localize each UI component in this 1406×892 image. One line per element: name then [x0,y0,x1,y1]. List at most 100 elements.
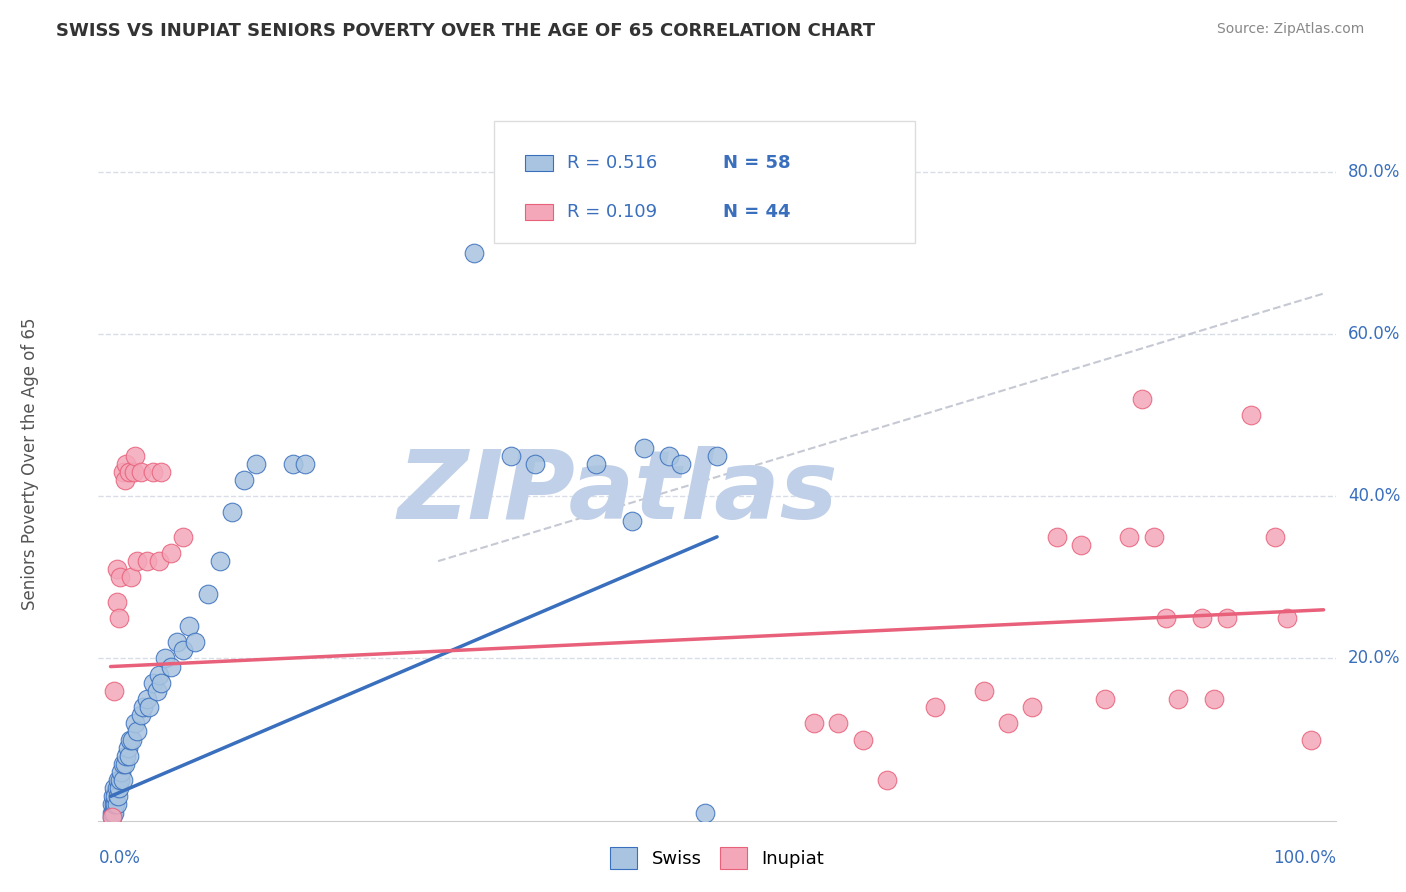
Point [585,457,607,471]
Point [118,748,141,763]
Point [124,716,146,731]
Point [100,797,122,812]
Point [294,457,316,471]
Point [115,457,138,471]
Point [118,465,141,479]
Point [172,530,194,544]
FancyBboxPatch shape [526,155,553,170]
Text: 60.0%: 60.0% [1348,325,1400,343]
Point [148,667,170,681]
Point [108,611,131,625]
Point [124,449,146,463]
Point [221,506,243,520]
Point [100,805,122,820]
Text: N = 44: N = 44 [723,203,790,221]
Point [281,457,304,471]
Text: SWISS VS INUPIAT SENIORS POVERTY OVER THE AGE OF 65 CORRELATION CHART: SWISS VS INUPIAT SENIORS POVERTY OVER TH… [56,22,876,40]
Point [103,797,125,812]
Point [1070,538,1092,552]
Text: ZIPatlas: ZIPatlas [398,446,838,539]
FancyBboxPatch shape [526,204,553,219]
Point [160,659,183,673]
Point [1021,700,1043,714]
Point [876,773,898,788]
Point [117,740,139,755]
Point [111,465,134,479]
Point [142,675,165,690]
Point [153,651,176,665]
Point [1275,611,1298,625]
Point [1167,692,1189,706]
Point [115,748,138,763]
Point [110,773,132,788]
Point [160,546,183,560]
FancyBboxPatch shape [495,121,915,243]
Point [1118,530,1140,544]
Text: R = 0.516: R = 0.516 [568,153,658,171]
Point [138,700,160,714]
Point [669,457,692,471]
Point [499,449,522,463]
Point [111,756,134,771]
Point [148,554,170,568]
Point [621,514,644,528]
Point [136,692,159,706]
Point [1240,408,1263,422]
Point [136,554,159,568]
Text: Seniors Poverty Over the Age of 65: Seniors Poverty Over the Age of 65 [21,318,39,610]
Point [1264,530,1286,544]
Point [1191,611,1213,625]
Point [129,708,152,723]
Point [852,732,875,747]
Point [179,619,201,633]
Point [233,473,256,487]
Point [172,643,194,657]
Text: 100.0%: 100.0% [1272,849,1336,867]
Point [107,773,129,788]
Point [120,570,142,584]
Point [1143,530,1166,544]
Text: 20.0%: 20.0% [1348,649,1400,667]
Point [150,675,173,690]
Point [103,805,125,820]
Text: R = 0.109: R = 0.109 [568,203,658,221]
Point [827,716,849,731]
Text: 40.0%: 40.0% [1348,487,1400,505]
Point [1130,392,1153,406]
Point [693,805,716,820]
Point [105,562,128,576]
Point [100,809,122,823]
Point [166,635,188,649]
Point [1094,692,1116,706]
Point [100,809,122,823]
Point [122,465,145,479]
Point [208,554,231,568]
Point [108,781,131,796]
Text: 0.0%: 0.0% [98,849,141,867]
Point [127,554,149,568]
Point [118,732,141,747]
Point [803,716,825,731]
Point [657,449,679,463]
Point [111,773,134,788]
Point [997,716,1019,731]
Point [706,449,728,463]
Point [114,473,136,487]
Point [633,441,655,455]
Point [924,700,946,714]
Point [103,781,125,796]
Point [145,684,167,698]
Point [103,684,125,698]
Text: 80.0%: 80.0% [1348,163,1400,181]
Point [1204,692,1226,706]
Point [1301,732,1323,747]
Point [110,570,132,584]
Point [110,764,132,779]
Point [121,732,143,747]
Point [1215,611,1237,625]
Point [101,789,124,804]
Point [114,756,136,771]
Point [105,595,128,609]
Point [104,797,127,812]
Point [132,700,155,714]
